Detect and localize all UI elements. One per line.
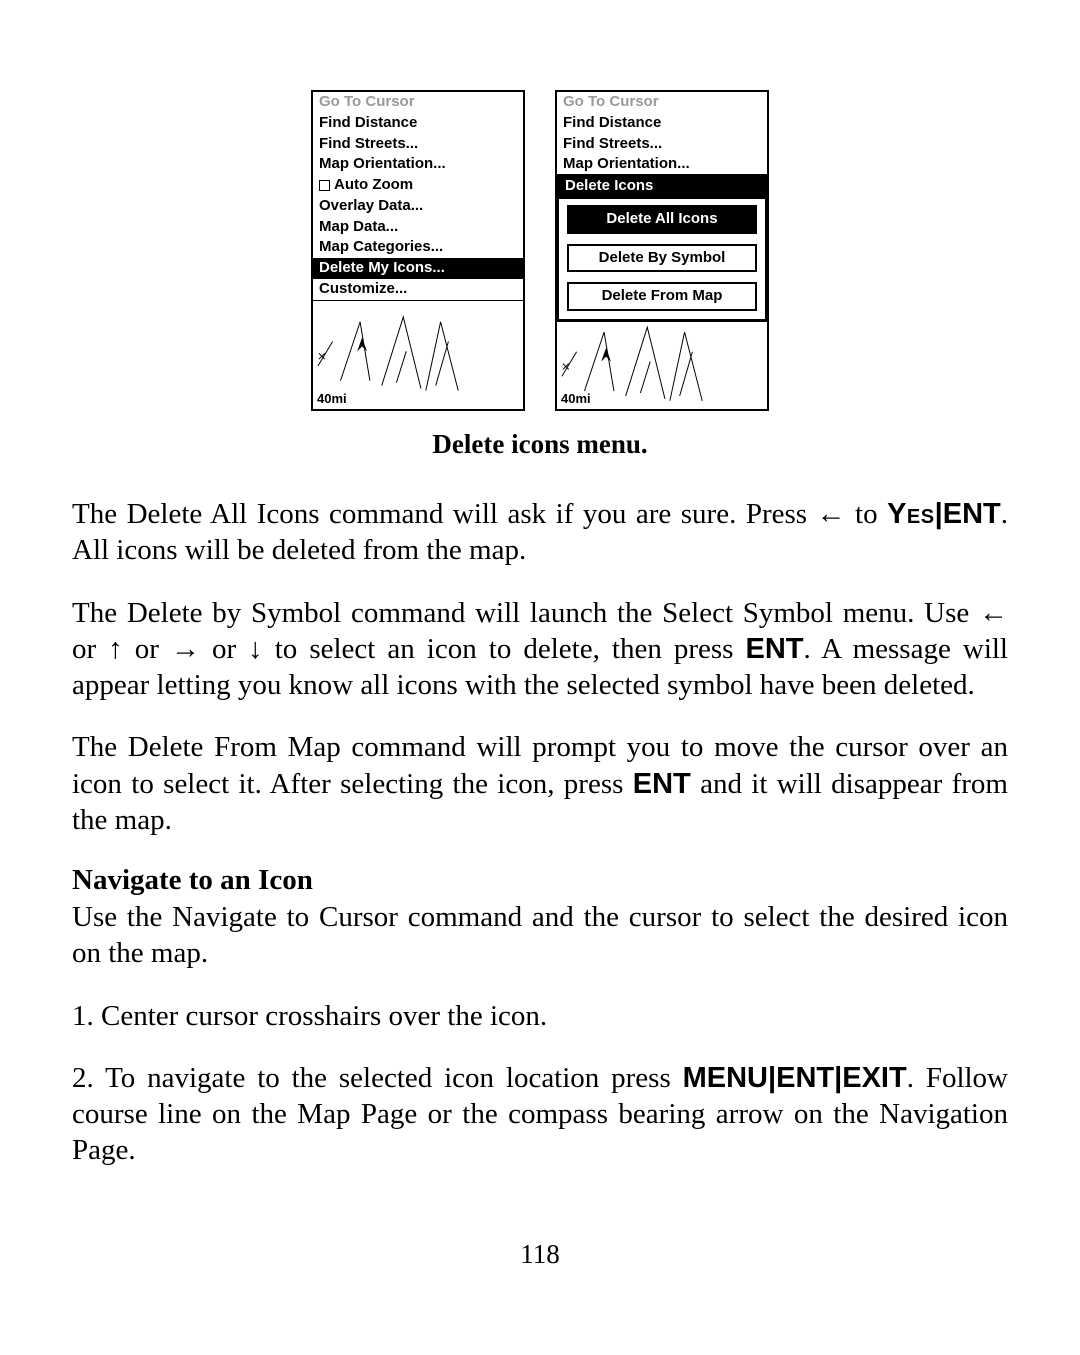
key-ent: ENT (943, 498, 1001, 530)
paragraph-navigate-intro: Use the Navigate to Cursor command and t… (72, 899, 1008, 972)
key-yes: Yes (887, 498, 935, 530)
menu-item[interactable]: Map Data... (313, 217, 523, 238)
menu-item[interactable]: Map Categories... (313, 237, 523, 258)
key-ent: ENT (746, 633, 804, 665)
menu-item-auto-zoom[interactable]: Auto Zoom (313, 175, 523, 196)
menu-item[interactable]: Find Distance (557, 113, 767, 134)
checkbox-icon (319, 180, 330, 191)
paragraph-delete-all: The Delete All Icons command will ask if… (72, 496, 1008, 569)
pipe: | (935, 498, 943, 530)
menu-item[interactable]: Find Distance (313, 113, 523, 134)
menu-left: Go To Cursor Find Distance Find Streets.… (313, 92, 523, 300)
text: The Delete All Icons command will ask if… (72, 498, 887, 530)
key-menu: MENU (683, 1062, 768, 1094)
step-2: 2. To navigate to the selected icon loca… (72, 1060, 1008, 1169)
pipe: | (768, 1062, 776, 1094)
menu-right: Go To Cursor Find Distance Find Streets.… (557, 92, 767, 174)
menu-item[interactable]: Find Streets... (557, 134, 767, 155)
screen-left: Go To Cursor Find Distance Find Streets.… (311, 90, 525, 411)
figure-caption: Delete icons menu. (72, 429, 1008, 460)
paragraph-delete-by-symbol: The Delete by Symbol command will launch… (72, 595, 1008, 704)
screen-right: Go To Cursor Find Distance Find Streets.… (555, 90, 769, 411)
popup-title: Delete Icons (557, 174, 767, 197)
heading-navigate-to-icon: Navigate to an Icon (72, 864, 1008, 897)
page-number: 118 (72, 1239, 1008, 1270)
menu-item[interactable]: Go To Cursor (313, 92, 523, 113)
menu-item[interactable]: Customize... (313, 279, 523, 300)
menu-item[interactable]: Go To Cursor (557, 92, 767, 113)
step-1: 1. Center cursor crosshairs over the ico… (72, 998, 1008, 1034)
key-ent: ENT (776, 1062, 834, 1094)
popup-body: Delete All Icons Delete By Symbol Delete… (557, 197, 767, 321)
delete-from-map-button[interactable]: Delete From Map (567, 282, 757, 311)
text: 2. To navigate to the selected icon loca… (72, 1062, 683, 1094)
menu-item[interactable]: Overlay Data... (313, 196, 523, 217)
menu-item[interactable]: Find Streets... (313, 134, 523, 155)
menu-item-selected[interactable]: Delete My Icons... (313, 258, 523, 279)
screens-row: Go To Cursor Find Distance Find Streets.… (72, 90, 1008, 411)
paragraph-delete-from-map: The Delete From Map command will prompt … (72, 729, 1008, 838)
delete-all-icons-button[interactable]: Delete All Icons (567, 205, 757, 234)
delete-by-symbol-button[interactable]: Delete By Symbol (567, 244, 757, 273)
menu-item-label: Auto Zoom (334, 176, 413, 195)
menu-item[interactable]: Map Orientation... (313, 154, 523, 175)
map-preview: 40mi (313, 300, 523, 410)
scale-label: 40mi (315, 391, 349, 407)
map-preview: 40mi (557, 321, 767, 409)
key-exit: EXIT (842, 1062, 906, 1094)
key-ent: ENT (633, 768, 691, 800)
scale-label: 40mi (559, 391, 593, 407)
menu-item[interactable]: Map Orientation... (557, 154, 767, 174)
